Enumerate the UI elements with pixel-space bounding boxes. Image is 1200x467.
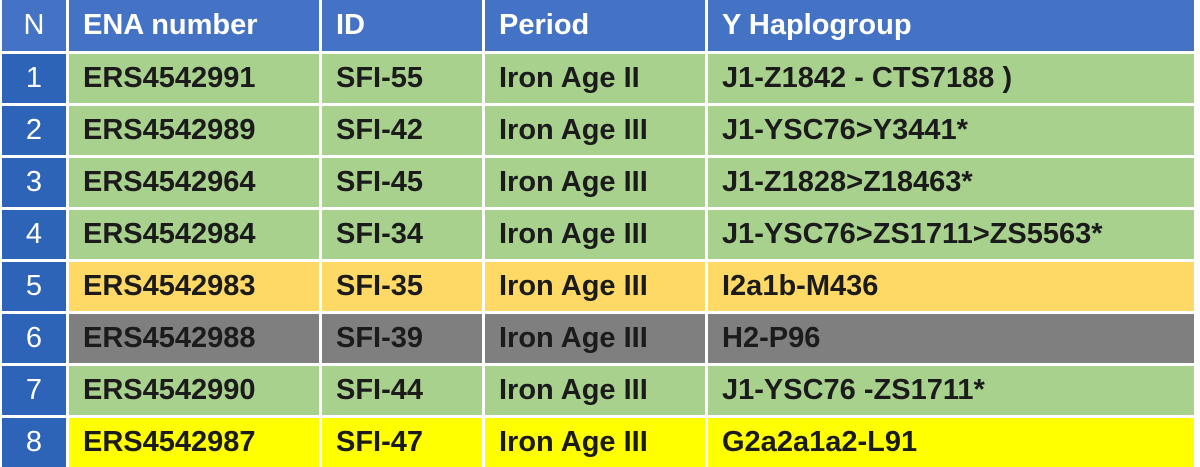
table-cell: ERS4542983 xyxy=(69,262,319,311)
table-cell: I2a1b-M436 xyxy=(708,262,1194,311)
table-cell: ERS4542964 xyxy=(69,158,319,207)
table-cell: Iron Age III xyxy=(485,158,705,207)
header-cell: Period xyxy=(485,0,705,51)
row-number: 5 xyxy=(2,262,66,311)
table-cell: SFI-44 xyxy=(322,366,482,415)
table-cell: Iron Age III xyxy=(485,314,705,363)
row-number: 2 xyxy=(2,106,66,155)
row-number: 4 xyxy=(2,210,66,259)
table-cell: J1-YSC76 -ZS1711* xyxy=(708,366,1194,415)
header-cell: ID xyxy=(322,0,482,51)
table-cell: ERS4542989 xyxy=(69,106,319,155)
table-cell: Iron Age III xyxy=(485,366,705,415)
table-cell: ERS4542984 xyxy=(69,210,319,259)
row-number: 6 xyxy=(2,314,66,363)
table-cell: SFI-39 xyxy=(322,314,482,363)
table-cell: SFI-34 xyxy=(322,210,482,259)
table-cell: Iron Age III xyxy=(485,418,705,467)
table-cell: SFI-45 xyxy=(322,158,482,207)
table-cell: ERS4542990 xyxy=(69,366,319,415)
table-cell: J1-Z1828>Z18463* xyxy=(708,158,1194,207)
header-cell: Y Haplogroup xyxy=(708,0,1194,51)
table-cell: Iron Age III xyxy=(485,210,705,259)
table-cell: ERS4542988 xyxy=(69,314,319,363)
header-cell: ENA number xyxy=(69,0,319,51)
table-cell: H2-P96 xyxy=(708,314,1194,363)
table-cell: SFI-47 xyxy=(322,418,482,467)
row-number: 7 xyxy=(2,366,66,415)
table-cell: Iron Age II xyxy=(485,54,705,103)
row-number: 3 xyxy=(2,158,66,207)
table-cell: ERS4542991 xyxy=(69,54,319,103)
row-number: 8 xyxy=(2,418,66,467)
header-cell: N xyxy=(2,0,66,51)
table-cell: J1-YSC76>ZS1711>ZS5563* xyxy=(708,210,1194,259)
table-cell: J1-Z1842 - CTS7188 ) xyxy=(708,54,1194,103)
table-cell: SFI-42 xyxy=(322,106,482,155)
table-cell: G2a2a1a2-L91 xyxy=(708,418,1194,467)
table-cell: J1-YSC76>Y3441* xyxy=(708,106,1194,155)
row-number: 1 xyxy=(2,54,66,103)
table-cell: Iron Age III xyxy=(485,262,705,311)
table-cell: Iron Age III xyxy=(485,106,705,155)
table-cell: SFI-35 xyxy=(322,262,482,311)
table-cell: SFI-55 xyxy=(322,54,482,103)
table-cell: ERS4542987 xyxy=(69,418,319,467)
